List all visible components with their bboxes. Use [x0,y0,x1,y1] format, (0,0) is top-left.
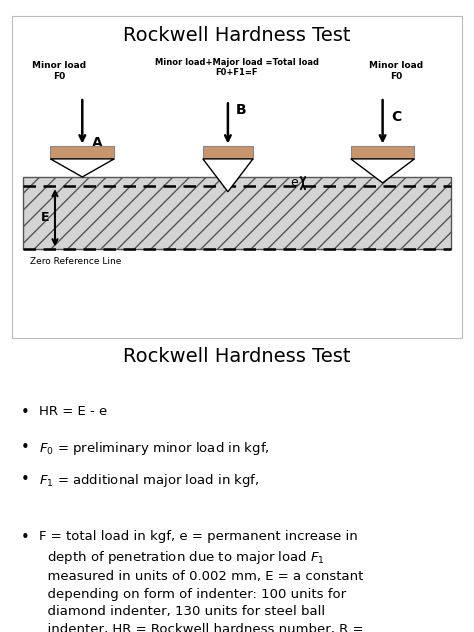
Text: $F_1$ = additional major load in kgf,: $F_1$ = additional major load in kgf, [39,472,259,489]
Text: C: C [391,110,401,124]
Text: •: • [21,440,30,455]
Text: e: e [290,176,298,190]
Text: Rockwell Hardness Test: Rockwell Hardness Test [123,347,351,366]
Text: •: • [21,405,30,420]
Text: E: E [41,211,49,224]
Polygon shape [50,159,114,177]
Polygon shape [351,147,414,159]
Text: Rockwell Hardness Test: Rockwell Hardness Test [123,26,351,45]
Polygon shape [23,177,451,249]
Polygon shape [203,159,253,191]
Text: A: A [92,136,103,150]
Text: B: B [236,103,246,118]
Text: HR = E - e: HR = E - e [39,405,107,418]
Polygon shape [50,147,114,159]
Text: •: • [21,472,30,487]
Polygon shape [351,159,414,183]
Text: Minor load
F0: Minor load F0 [369,61,423,81]
Text: F = total load in kgf, e = permanent increase in
  depth of penetration due to m: F = total load in kgf, e = permanent inc… [39,530,364,632]
Text: •: • [21,530,30,545]
Text: $F_0$ = preliminary minor load in kgf,: $F_0$ = preliminary minor load in kgf, [39,440,270,457]
Polygon shape [203,147,253,159]
Text: Zero Reference Line: Zero Reference Line [30,257,121,267]
Text: Minor load+Major load =Total load
F0+F1=F: Minor load+Major load =Total load F0+F1=… [155,58,319,77]
Text: Minor load
F0: Minor load F0 [33,61,87,81]
